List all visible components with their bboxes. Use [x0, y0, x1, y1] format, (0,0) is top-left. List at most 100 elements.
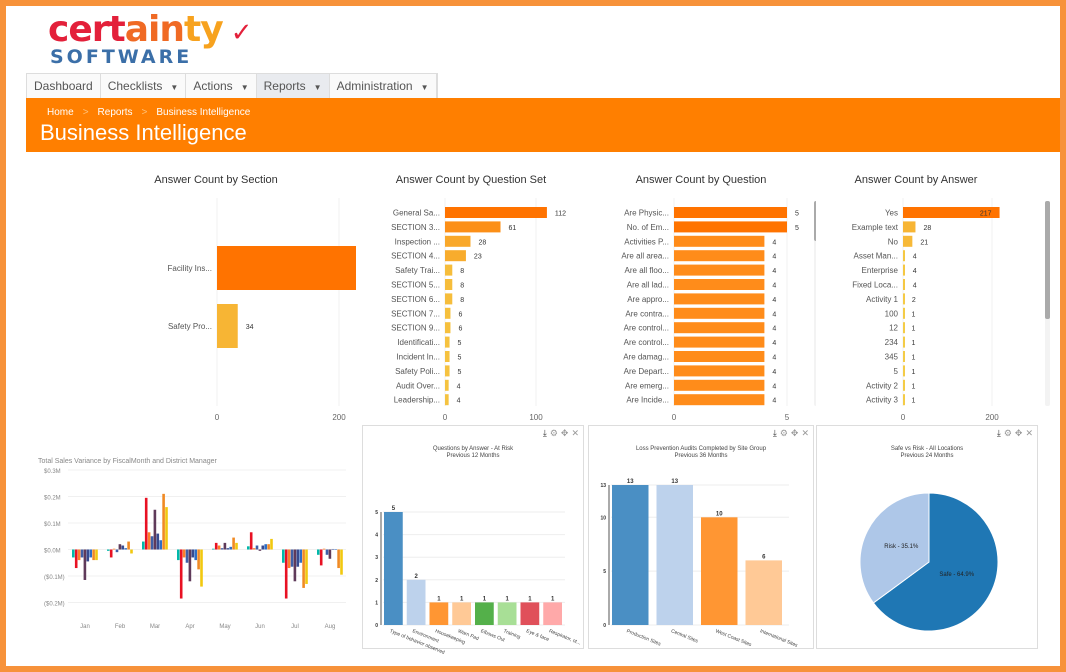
move-icon[interactable]: ✥: [1014, 428, 1023, 438]
data-label: 4: [772, 311, 776, 318]
x-tick-label: 100: [529, 413, 543, 422]
chart-subtitle: Previous 12 Months: [446, 453, 500, 459]
bar: [191, 549, 195, 558]
bar: [445, 207, 547, 218]
bar: [115, 549, 119, 553]
bar: [384, 512, 403, 625]
category-label: No. of Em...: [627, 223, 669, 232]
x-tick-label: Aug: [325, 624, 336, 630]
data-label: 217: [980, 211, 992, 218]
bar: [674, 264, 765, 276]
bar: [497, 602, 517, 625]
bar: [406, 579, 426, 625]
data-label: 1: [911, 383, 915, 390]
pie-slice: [859, 492, 930, 604]
category-label: Are Depart...: [624, 367, 669, 376]
bar: [475, 602, 494, 625]
x-tick-label: Respirator, ot...: [548, 628, 582, 646]
data-label: 2: [414, 574, 418, 580]
data-label: 8: [460, 297, 464, 304]
scrollbar-thumb[interactable]: [1045, 201, 1050, 319]
breadcrumb-home[interactable]: Home: [47, 107, 74, 118]
bar: [162, 493, 165, 550]
bar: [182, 549, 186, 558]
category-label: SECTION 3...: [391, 223, 440, 232]
bar: [445, 351, 450, 362]
bar: [179, 549, 183, 599]
bar: [296, 549, 300, 567]
y-tick-label: $0.2M: [44, 496, 61, 502]
y-tick-label: 1: [375, 600, 378, 606]
x-tick-label: 200: [985, 413, 999, 422]
bar: [112, 548, 116, 550]
nav-checklists[interactable]: Checklists ▼: [101, 74, 187, 99]
bar: [674, 207, 787, 218]
gear-icon[interactable]: ⚙: [549, 428, 558, 438]
close-icon[interactable]: ✕: [1025, 428, 1033, 438]
data-label: 5: [392, 506, 396, 512]
bar: [674, 365, 765, 377]
move-icon[interactable]: ✥: [790, 428, 799, 438]
bar: [445, 293, 453, 305]
data-label: 4: [772, 297, 776, 304]
bar: [612, 485, 649, 625]
x-tick-label: Mar: [150, 624, 160, 630]
category-label: Inspection ...: [395, 237, 440, 246]
bar: [903, 351, 905, 362]
bar: [340, 549, 343, 575]
move-icon[interactable]: ✥: [560, 428, 569, 438]
bar: [903, 336, 905, 348]
download-icon[interactable]: ⤓: [996, 428, 1001, 438]
bar: [249, 532, 253, 550]
category-label: SECTION 7...: [391, 309, 440, 318]
data-label: 5: [795, 225, 799, 232]
data-label: 5: [458, 369, 462, 376]
nav-actions[interactable]: Actions ▼: [186, 74, 257, 99]
category-label: No: [888, 237, 899, 246]
y-tick-label: 5: [603, 569, 606, 575]
bar: [77, 549, 81, 561]
gear-icon[interactable]: ⚙: [1003, 428, 1012, 438]
caret-down-icon: ▼: [170, 83, 179, 92]
slice-label: Safe - 64.9%: [939, 572, 974, 578]
page-title: Business Intelligence: [40, 120, 247, 145]
data-label: 1: [551, 596, 555, 602]
x-tick-label: Jun: [255, 624, 265, 630]
nav-administration[interactable]: Administration ▼: [330, 74, 437, 99]
category-label: Safety Pro...: [168, 322, 212, 331]
download-icon[interactable]: ⤓: [542, 428, 547, 438]
bar: [214, 542, 218, 550]
certainty-software-logo[interactable]: certainty ✓ SOFTWARE: [48, 9, 253, 69]
bar: [674, 379, 765, 391]
bar: [429, 602, 449, 625]
close-icon[interactable]: ✕: [571, 428, 579, 438]
data-label: 23: [474, 254, 482, 261]
chart-safe-vs-risk: ⤓ ⚙ ✥ ✕ Safe vs Risk - All Locations Previo…: [816, 425, 1038, 649]
chart-title: Answer Count by Question: [635, 174, 767, 186]
breadcrumb-reports[interactable]: Reports: [97, 107, 133, 118]
close-icon[interactable]: ✕: [801, 428, 809, 438]
bar: [267, 544, 270, 550]
nav-label: Actions: [193, 79, 233, 93]
bar: [188, 549, 192, 582]
category-label: 12: [889, 324, 898, 333]
nav-dashboard[interactable]: Dashboard: [27, 74, 101, 99]
bar: [302, 549, 305, 588]
y-tick-label: ($0.1M): [44, 575, 65, 581]
data-label: 1: [911, 311, 915, 318]
chart-toolbar: ⤓ ⚙ ✥ ✕: [543, 428, 579, 439]
nav-reports[interactable]: Reports ▼: [256, 74, 330, 99]
bar: [194, 549, 197, 561]
bar: [305, 549, 308, 584]
bar: [334, 549, 337, 550]
category-label: Leadership...: [394, 396, 440, 405]
category-label: Activity 3: [866, 396, 899, 405]
download-icon[interactable]: ⤓: [772, 428, 777, 438]
category-label: Are Incide...: [626, 396, 669, 405]
data-label: 8: [460, 283, 464, 290]
bar: [656, 485, 693, 625]
bar: [674, 279, 765, 290]
gear-icon[interactable]: ⚙: [779, 428, 788, 438]
bar: [903, 264, 905, 276]
data-label: 21: [920, 239, 928, 246]
